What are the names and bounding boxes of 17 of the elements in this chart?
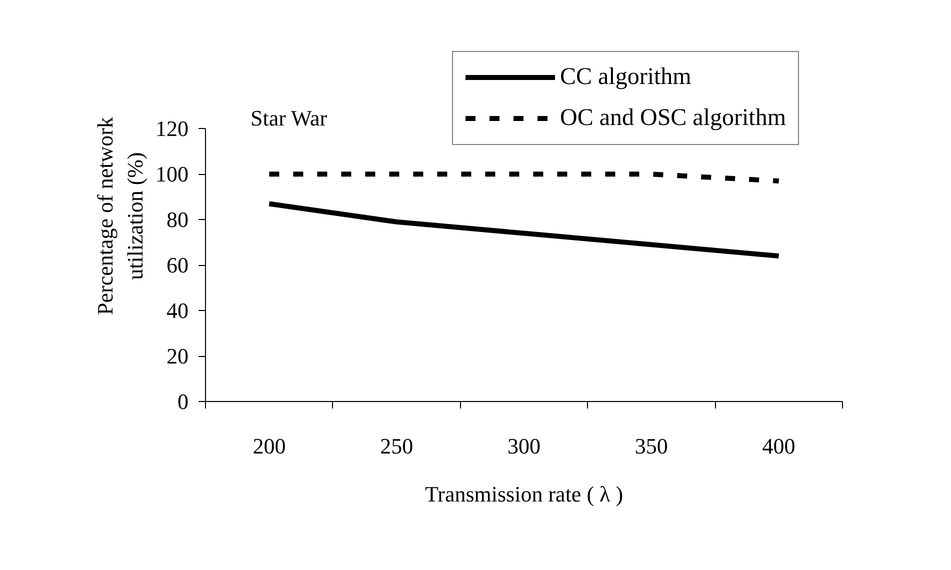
y-tick-label: 120 <box>156 116 188 142</box>
x-axis-title: Transmission rate ( λ ) <box>424 482 624 506</box>
y-tick-label: 80 <box>166 207 188 232</box>
x-tick-label: 350 <box>634 434 668 458</box>
annotation: Star War <box>250 106 328 131</box>
x-tick-label: 250 <box>380 434 414 458</box>
x-tick-label: 400 <box>762 434 796 458</box>
y-axis-title: Percentage of network utilization (%) <box>92 117 148 315</box>
y-tick-label: 40 <box>166 298 188 324</box>
y-tick-label: 20 <box>166 344 188 369</box>
legend-label: OC and OSC algorithm <box>560 104 786 132</box>
y-tick-label: 60 <box>166 252 188 278</box>
y-tick-label: 100 <box>156 162 188 187</box>
legend-label: CC algorithm <box>560 64 692 91</box>
x-tick-label: 200 <box>252 434 286 458</box>
y-tick-label: 0 <box>178 389 188 414</box>
x-tick-label: 300 <box>508 434 540 458</box>
